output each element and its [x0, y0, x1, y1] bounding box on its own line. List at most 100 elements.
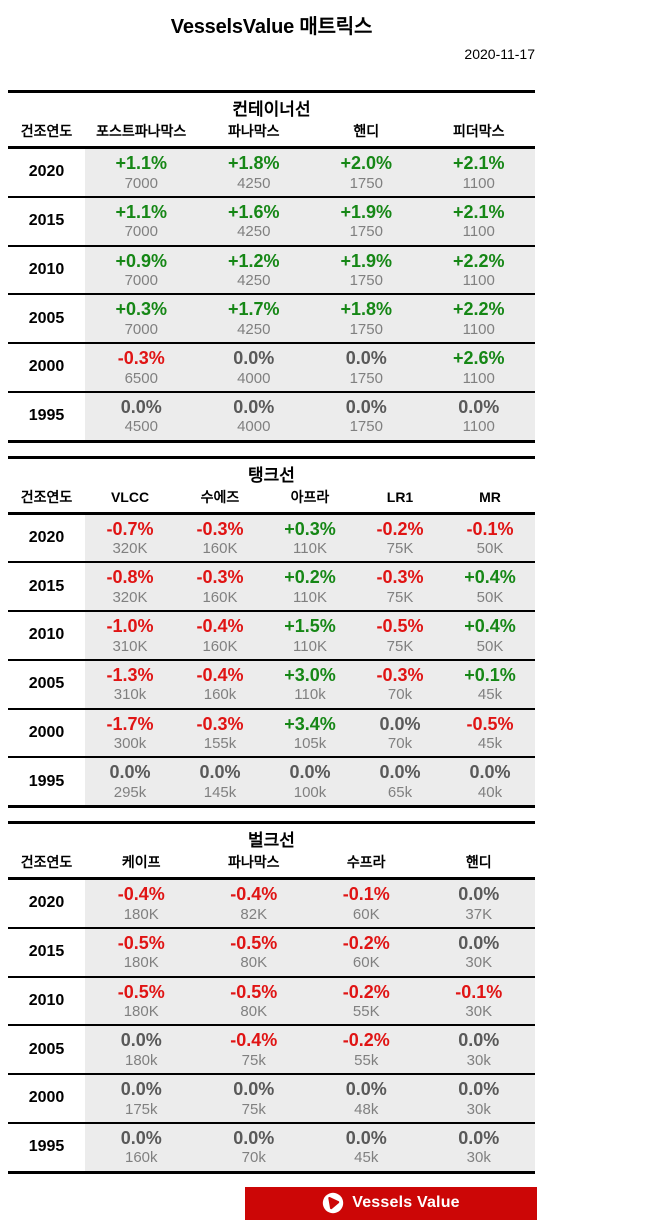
table-row: 2005 -1.3% 310k -0.4% 160k +3.0% 110k -0.3% 70k +… [8, 659, 535, 709]
table-row: 1995 0.0% 295k 0.0% 145k 0.0% 100k 0.0% 65k 0.0% 4… [8, 757, 535, 807]
pct-change: 0.0% [458, 396, 500, 417]
pct-change: +1.8% [227, 153, 280, 173]
data-cell: -1.3% 310k [85, 659, 175, 709]
data-cell: +0.3% 7000 [85, 294, 198, 343]
year-column-header: 건조연도 [8, 486, 85, 513]
table-row: 2020 -0.4% 180K -0.4% 82K -0.1% 60K 0.0% 37K [8, 878, 535, 928]
data-cell: +2.2% 1100 [422, 245, 535, 295]
pct-change: +3.0% [284, 664, 336, 685]
pct-change: +1.2% [227, 250, 280, 271]
data-cell: -0.3% 160K [175, 562, 265, 611]
vessel-size-value: 320K [112, 588, 148, 606]
pct-change: +1.7% [227, 299, 280, 320]
table-row: 2015 -0.5% 180K -0.5% 80K -0.2% 60K 0.0% 30K [8, 927, 535, 977]
pct-change: +1.5% [284, 616, 336, 636]
vessel-size-value: 180K [123, 1003, 159, 1020]
table-row: 2020 -0.7% 320K -0.3% 160K +0.3% 110K -0.2% 75K -… [8, 513, 535, 563]
vessel-size-value: 30K [465, 954, 493, 972]
vessel-size-value: 45k [354, 1149, 379, 1167]
data-cell: -0.8% 320K [85, 562, 175, 611]
pct-change: -0.1% [455, 981, 503, 1002]
data-cell: -0.2% 55K [310, 976, 423, 1026]
data-cell: +2.6% 1100 [422, 343, 535, 392]
vessel-size-value: 1750 [349, 272, 383, 289]
build-year: 1995 [8, 757, 85, 807]
pct-change: 0.0% [379, 762, 421, 783]
data-cell: 0.0% 30k [422, 1025, 535, 1074]
data-cell: +1.9% 1750 [310, 245, 423, 295]
vessel-size-value: 6500 [124, 369, 158, 387]
vessel-size-value: 110K [293, 637, 327, 655]
vessel-size-value: 1100 [462, 320, 495, 338]
vessel-size-value: 75K [386, 588, 414, 606]
data-cell: 0.0% 100k [265, 757, 355, 807]
pct-change: +0.3% [284, 518, 336, 539]
vessel-size-value: 70k [241, 1149, 266, 1167]
vessel-size-value: 180K [123, 954, 159, 972]
vessel-size-value: 82K [240, 905, 268, 923]
build-year: 2020 [8, 513, 85, 563]
vessel-size-value: 75k [241, 1100, 266, 1118]
vesselsvalue-logo-text: Vessels Value [352, 1194, 460, 1211]
data-cell: 0.0% 45k [310, 1122, 423, 1172]
vessel-size-value: 30k [466, 1149, 491, 1167]
table-row: 2020 +1.1% 7000 +1.8% 4250 +2.0% 1750 +2.1% 1100 [8, 147, 535, 197]
data-cell: +2.0% 1750 [310, 147, 423, 197]
pct-change: 0.0% [120, 1079, 162, 1099]
data-cell: +1.6% 4250 [197, 196, 310, 246]
data-cell: 0.0% 1100 [422, 391, 535, 441]
vessel-size-value: 1750 [349, 223, 383, 241]
vessel-size-value: 105k [293, 735, 327, 752]
vessel-size-value: 1100 [462, 223, 495, 241]
pct-change: +0.4% [464, 567, 516, 588]
data-cell: +1.7% 4250 [197, 294, 310, 343]
pct-change: +1.9% [340, 201, 393, 222]
table-row: 1995 0.0% 4500 0.0% 4000 0.0% 1750 0.0% 1100 [8, 391, 535, 441]
pct-change: -0.3% [196, 713, 244, 734]
pct-change: 0.0% [120, 1030, 162, 1051]
vessel-size-value: 180k [124, 1051, 158, 1069]
pct-change: 0.0% [469, 762, 511, 783]
table-row: 2010 -1.0% 310K -0.4% 160K +1.5% 110K -0.5% 75K +… [8, 611, 535, 660]
data-cell: +0.2% 110K [265, 562, 355, 611]
vessel-size-value: 37K [465, 905, 493, 923]
pct-change: -0.3% [376, 567, 424, 588]
pct-change: -0.5% [230, 932, 278, 953]
vessel-size-value: 300k [113, 735, 147, 752]
data-cell: +1.5% 110K [265, 611, 355, 660]
pct-change: -0.4% [196, 616, 244, 636]
pct-change: -0.3% [117, 348, 165, 368]
vessel-size-value: 160K [202, 637, 238, 655]
vessel-size-value: 55K [352, 1003, 380, 1020]
data-cell: 0.0% 4000 [197, 343, 310, 392]
pct-change: +1.8% [340, 299, 393, 320]
vessel-size-value: 30K [465, 1003, 493, 1020]
table-row: 2015 -0.8% 320K -0.3% 160K +0.2% 110K -0.3% 75K +… [8, 562, 535, 611]
build-year: 2010 [8, 976, 85, 1026]
pct-change: 0.0% [233, 1127, 275, 1148]
pct-change: 0.0% [109, 762, 151, 783]
pct-change: -0.4% [196, 664, 244, 685]
build-year: 2015 [8, 196, 85, 246]
vessel-size-value: 75K [386, 540, 414, 557]
data-cell: -0.2% 55k [310, 1025, 423, 1074]
pct-change: 0.0% [345, 1127, 387, 1148]
tables-container: 컨테이너선 건조연도 포스트파나막스 파나막스 핸디 피더막스 2020 +1.1% 7000 +… [0, 90, 650, 1174]
data-cell: 0.0% 70k [355, 708, 445, 758]
data-cell: -0.4% 180K [85, 878, 198, 928]
table-row: 2010 -0.5% 180K -0.5% 80K -0.2% 55K -0.1% 30K [8, 976, 535, 1026]
pct-change: +1.1% [115, 201, 168, 222]
vessel-size-value: 30k [466, 1051, 491, 1069]
data-cell: 0.0% 65k [355, 757, 445, 807]
data-cell: -0.5% 75K [355, 611, 445, 660]
data-cell: 0.0% 295k [85, 757, 175, 807]
column-header: 수에즈 [175, 486, 265, 513]
pct-change: +2.2% [452, 299, 505, 320]
data-cell: 0.0% 4000 [197, 391, 310, 441]
column-header: 아프라 [265, 486, 355, 513]
data-cell: -0.3% 155k [175, 708, 265, 758]
table-bulker: 벌크선 건조연도 케이프 파나막스 수프라 핸디 2020 -0.4% 180K -0.4% 82K… [8, 821, 535, 1174]
data-cell: -0.5% 80K [197, 976, 310, 1026]
vessel-size-value: 155k [203, 735, 237, 752]
pct-change: -0.3% [196, 518, 244, 539]
